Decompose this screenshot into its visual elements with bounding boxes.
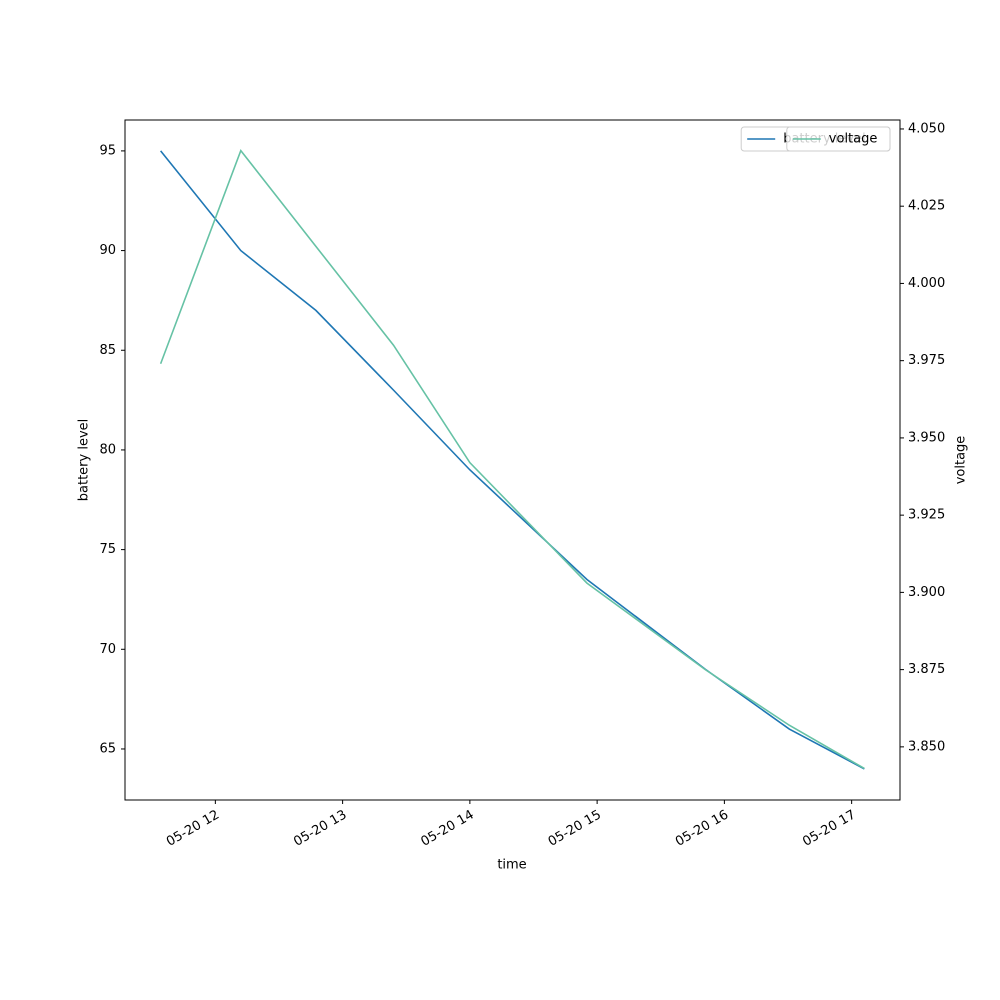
y2-tick-label: 4.000: [908, 276, 945, 291]
x-tick-label: 05-20 14: [418, 808, 476, 850]
y2-tick-label: 3.950: [908, 430, 945, 445]
y-tick-label: 75: [99, 542, 116, 557]
legend-box: [786, 126, 891, 152]
x-tick-label: 05-20 17: [800, 808, 858, 850]
x-tick-label: 05-20 13: [291, 808, 349, 850]
y-tick-label: 90: [99, 243, 116, 258]
x-tick-label: 05-20 15: [546, 808, 604, 850]
y2-tick-label: 3.900: [908, 585, 945, 600]
y2-tick-label: 4.025: [908, 199, 945, 214]
y2-tick-label: 3.925: [908, 508, 945, 523]
y-tick-label: 70: [99, 642, 116, 657]
y-tick-label: 65: [99, 741, 116, 756]
y-tick-label: 95: [99, 143, 116, 158]
y-tick-label: 80: [99, 442, 116, 457]
y-axis-label: battery level: [77, 419, 92, 502]
y2-tick-label: 3.850: [908, 739, 945, 754]
y2-axis-label: voltage: [954, 436, 969, 485]
line: [159, 148, 865, 770]
y2-tick-label: 3.875: [908, 662, 945, 677]
x-tick-label: 05-20 12: [164, 808, 222, 850]
x-axis-label: time: [497, 858, 526, 873]
line: [160, 150, 865, 770]
y2-tick-label: 3.975: [908, 353, 945, 368]
x-tick-label: 05-20 16: [673, 808, 731, 850]
y2-tick-label: 4.050: [908, 121, 945, 136]
plot-frame: [124, 119, 901, 801]
y-tick-label: 85: [99, 343, 116, 358]
legend-label: voltage: [829, 132, 878, 147]
